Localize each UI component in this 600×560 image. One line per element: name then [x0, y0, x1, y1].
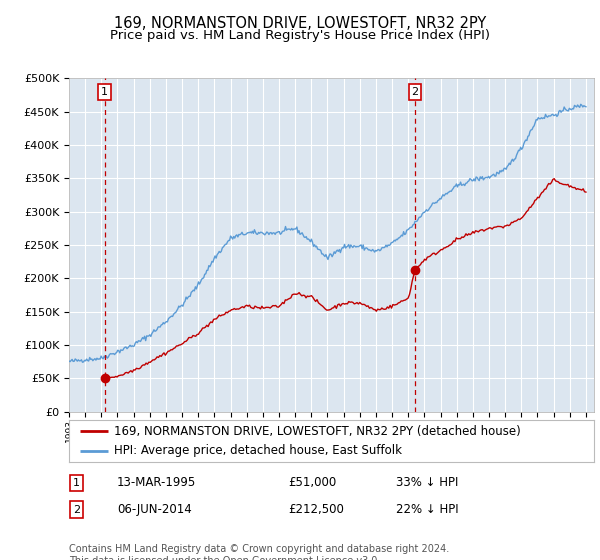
Text: 2: 2 — [412, 87, 419, 97]
Text: Contains HM Land Registry data © Crown copyright and database right 2024.
This d: Contains HM Land Registry data © Crown c… — [69, 544, 449, 560]
Text: 169, NORMANSTON DRIVE, LOWESTOFT, NR32 2PY: 169, NORMANSTON DRIVE, LOWESTOFT, NR32 2… — [114, 16, 486, 31]
Bar — [69, 78, 104, 412]
Text: 2: 2 — [73, 505, 80, 515]
Text: 06-JUN-2014: 06-JUN-2014 — [117, 503, 192, 516]
Text: 33% ↓ HPI: 33% ↓ HPI — [396, 476, 458, 489]
Text: 22% ↓ HPI: 22% ↓ HPI — [396, 503, 458, 516]
Text: 169, NORMANSTON DRIVE, LOWESTOFT, NR32 2PY (detached house): 169, NORMANSTON DRIVE, LOWESTOFT, NR32 2… — [113, 425, 520, 438]
Text: HPI: Average price, detached house, East Suffolk: HPI: Average price, detached house, East… — [113, 444, 401, 457]
Text: 1: 1 — [101, 87, 108, 97]
Text: 1: 1 — [73, 478, 80, 488]
Text: £51,000: £51,000 — [288, 476, 336, 489]
Text: 13-MAR-1995: 13-MAR-1995 — [117, 476, 196, 489]
Text: £212,500: £212,500 — [288, 503, 344, 516]
Text: Price paid vs. HM Land Registry's House Price Index (HPI): Price paid vs. HM Land Registry's House … — [110, 29, 490, 42]
